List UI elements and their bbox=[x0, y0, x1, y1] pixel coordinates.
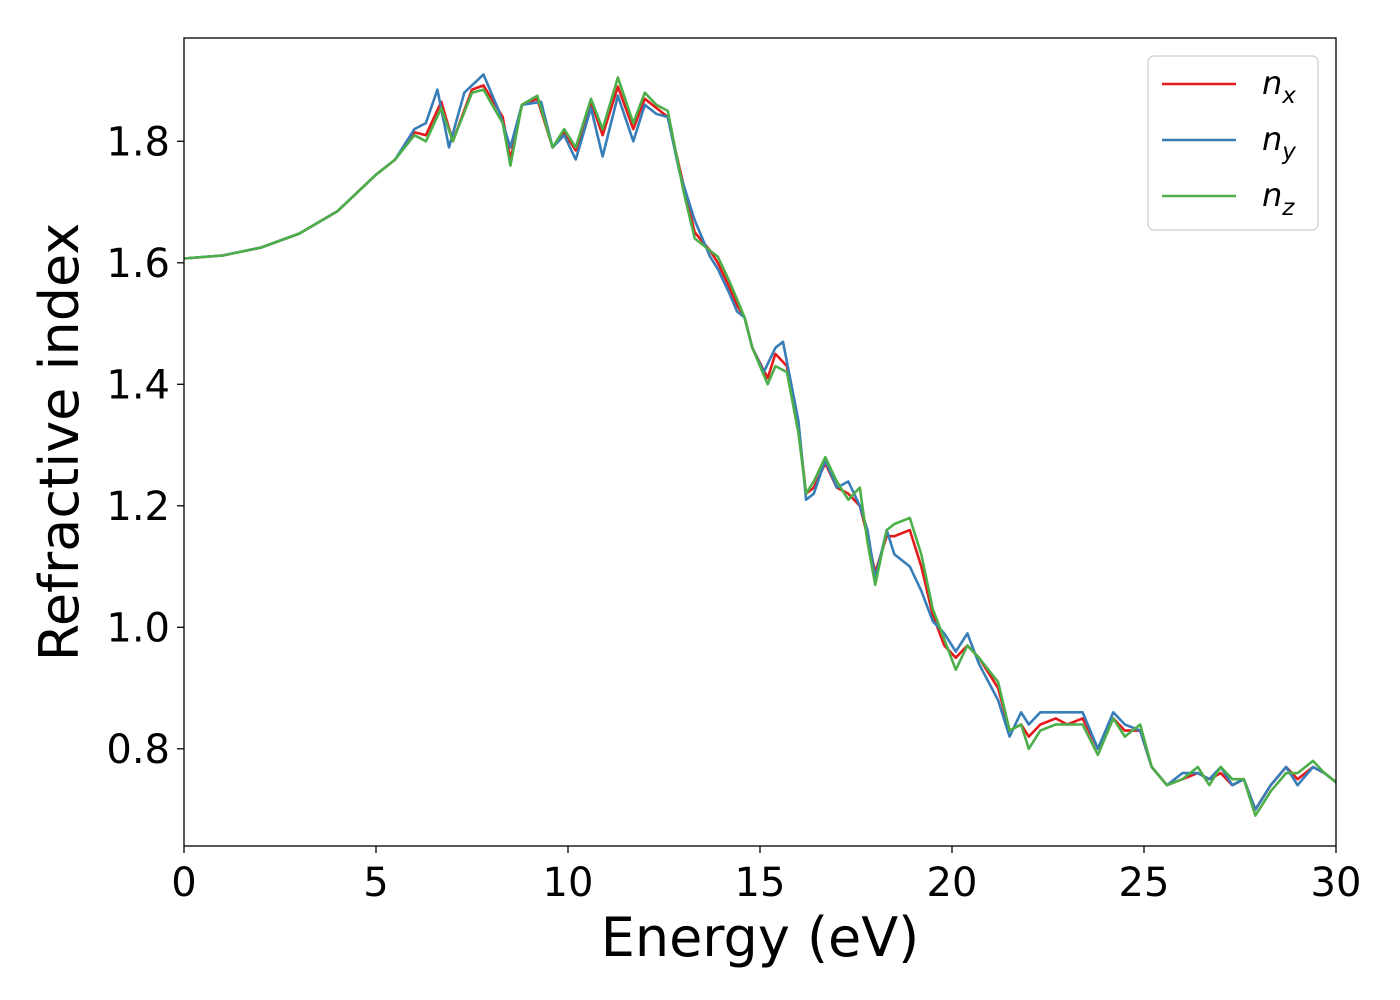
y-tick-label: 0.8 bbox=[106, 727, 170, 773]
series-line-z bbox=[184, 76, 1336, 817]
legend: nx ny nz bbox=[1147, 55, 1319, 231]
x-axis-ticks: 0 5 10 15 20 25 30 bbox=[171, 846, 1361, 906]
x-tick-label: 10 bbox=[543, 860, 594, 906]
y-axis-title: Refractive index bbox=[28, 223, 91, 662]
series-layer bbox=[184, 73, 1336, 817]
legend-label-y: ny bbox=[1262, 120, 1296, 165]
y-axis-ticks: 0.8 1.0 1.2 1.4 1.6 1.8 bbox=[106, 119, 184, 773]
y-tick-label: 1.8 bbox=[106, 119, 170, 165]
x-tick-label: 30 bbox=[1311, 860, 1362, 906]
y-tick-label: 1.0 bbox=[106, 605, 170, 651]
x-tick-label: 15 bbox=[735, 860, 786, 906]
y-tick-label: 1.4 bbox=[106, 362, 170, 408]
x-tick-label: 0 bbox=[171, 860, 196, 906]
x-tick-label: 5 bbox=[363, 860, 388, 906]
x-axis-title: Energy (eV) bbox=[601, 906, 920, 969]
legend-label-x: nx bbox=[1262, 64, 1296, 109]
legend-box bbox=[1147, 55, 1319, 231]
x-tick-label: 25 bbox=[1119, 860, 1170, 906]
legend-label-z: nz bbox=[1262, 176, 1295, 221]
x-tick-label: 20 bbox=[927, 860, 978, 906]
y-tick-label: 1.6 bbox=[106, 241, 170, 287]
y-tick-label: 1.2 bbox=[106, 484, 170, 530]
